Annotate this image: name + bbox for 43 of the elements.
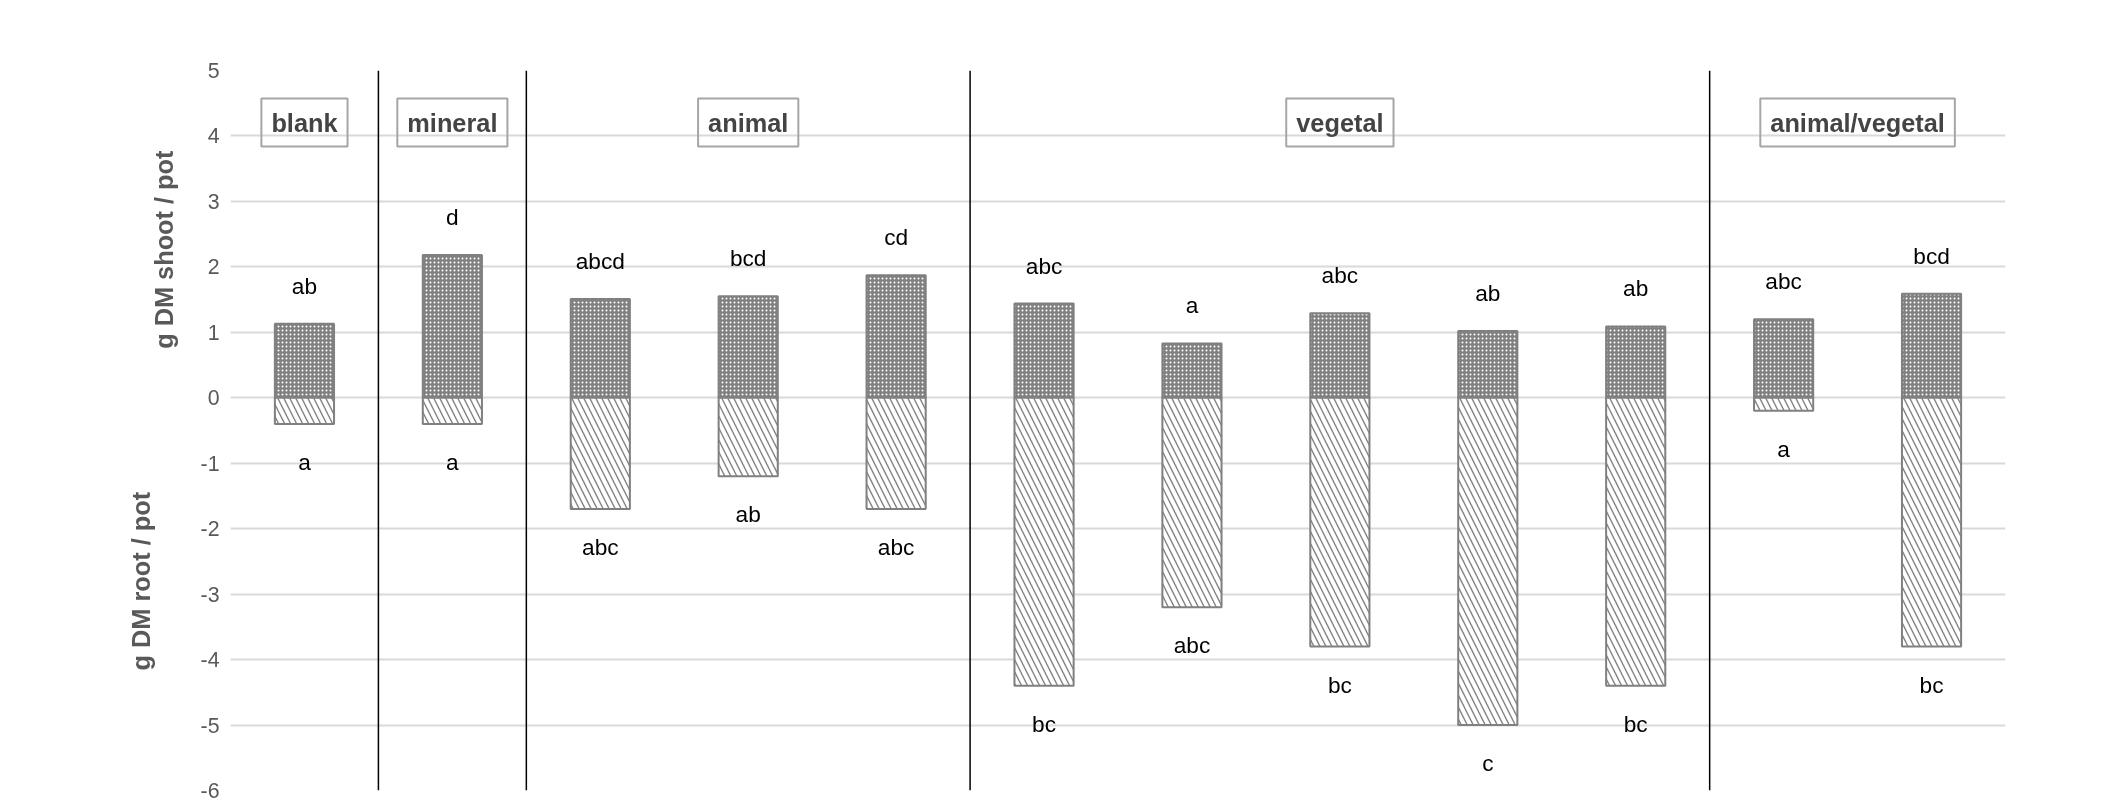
y-axis-title: g DM shoot / pot xyxy=(149,149,178,349)
annotation: animal xyxy=(708,108,789,137)
y-tick-label: -4 xyxy=(200,648,220,673)
y-tick-label: 5 xyxy=(207,59,220,83)
y2-axis-title: g DM root / pot xyxy=(127,491,155,671)
data-label: abc xyxy=(1321,262,1359,289)
data-label: ab xyxy=(735,501,761,528)
data-label: abc xyxy=(1765,268,1802,295)
data-label: c xyxy=(1482,750,1494,777)
y-tick-label: 2 xyxy=(207,255,220,280)
data-label: bc xyxy=(1623,710,1648,737)
data-label: ab xyxy=(1475,280,1501,307)
data-label: abc xyxy=(582,534,619,561)
annotation: vegetal xyxy=(1296,108,1384,137)
annotation: mineral xyxy=(407,108,498,137)
data-label: bc xyxy=(1919,671,1944,698)
y-tick-label: 4 xyxy=(207,124,220,149)
y-tick-label: -1 xyxy=(200,451,220,476)
data-label: a xyxy=(298,448,312,475)
annotation: blank xyxy=(271,108,339,137)
y-tick-label: 3 xyxy=(207,189,220,214)
data-label: bcd xyxy=(729,245,767,272)
annotation: animal/vegetal xyxy=(1770,108,1945,137)
data-label: a xyxy=(446,448,460,475)
data-label: ab xyxy=(291,272,318,299)
data-label: a xyxy=(1777,435,1791,462)
data-label: d xyxy=(446,204,459,231)
data-label: abc xyxy=(1025,252,1063,279)
y-tick-label: -5 xyxy=(200,713,220,738)
data-label: ab xyxy=(1623,275,1649,302)
data-label: bc xyxy=(1032,710,1057,737)
data-label: bcd xyxy=(1913,242,1950,269)
data-label: cd xyxy=(884,224,909,251)
data-label: abc xyxy=(1173,632,1211,659)
data-label: abc xyxy=(877,534,915,561)
y-tick-label: -3 xyxy=(200,582,220,607)
y-tick-label: 1 xyxy=(207,320,220,345)
y-tick-label: 0 xyxy=(207,386,220,411)
data-label: abcd xyxy=(575,247,625,274)
y-tick-label: -2 xyxy=(200,517,220,542)
y-tick-label: -6 xyxy=(200,779,220,803)
data-label: bc xyxy=(1327,671,1352,698)
data-label: a xyxy=(1185,292,1199,319)
